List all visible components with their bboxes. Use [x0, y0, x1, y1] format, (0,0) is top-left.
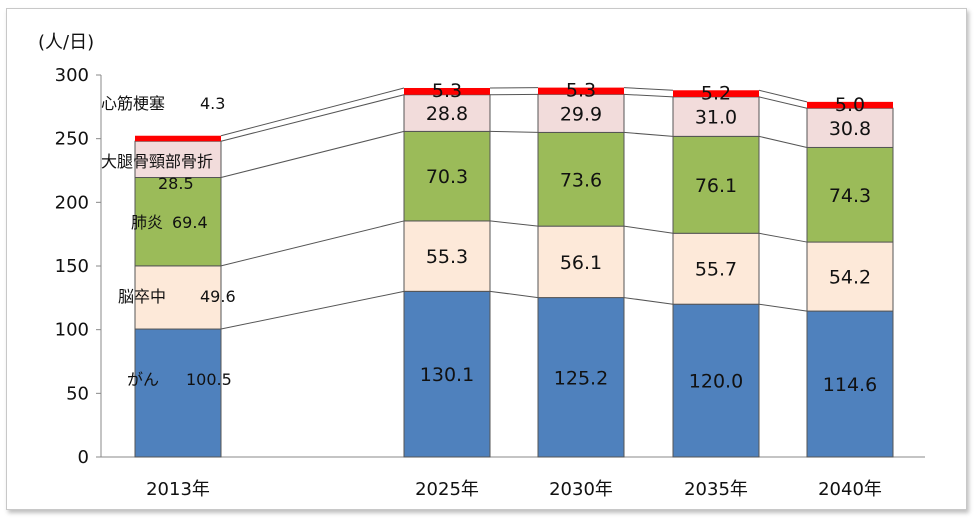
data-label: 31.0: [695, 107, 737, 129]
x-category-label: 2030年: [549, 479, 613, 500]
series-connector-line: [623, 93, 674, 98]
series-connector-line: [758, 135, 808, 148]
series-connector-line: [220, 94, 405, 142]
series-connector-line: [623, 297, 674, 305]
bar-segment: [134, 177, 222, 267]
x-category-label: 2025年: [415, 479, 479, 500]
y-tick-label: 300: [55, 65, 89, 86]
bar-segment: [672, 232, 760, 305]
data-label: 130.1: [420, 364, 474, 386]
series-name-label: 肺炎: [131, 213, 163, 232]
bar-segment: [672, 303, 760, 458]
y-tick-label: 250: [55, 129, 89, 150]
bar-segment: [806, 107, 894, 148]
data-label: 100.5: [186, 370, 232, 389]
bar-segment: [538, 87, 624, 95]
data-label: 49.6: [200, 287, 236, 306]
bar-segment: [537, 131, 625, 227]
bar-segment: [134, 328, 222, 458]
bar-segment: [537, 297, 625, 458]
y-tick-label: 0: [78, 447, 89, 468]
bar-segment: [673, 90, 759, 97]
data-label: 55.7: [695, 259, 737, 281]
data-label: 5.2: [701, 82, 731, 104]
series-connector-line: [220, 130, 405, 178]
bar-segment: [403, 290, 491, 458]
bar-segment: [134, 140, 222, 179]
data-label: 30.8: [829, 118, 871, 140]
bar-segment: [135, 135, 221, 142]
data-label: 5.3: [566, 80, 596, 102]
data-label: 114.6: [823, 374, 877, 396]
bar-segment: [537, 93, 625, 133]
series-connector-line: [220, 290, 405, 330]
series-name-label: がん: [127, 370, 159, 389]
data-label: 55.3: [426, 246, 468, 268]
series-name-label: 脳卒中: [118, 287, 166, 306]
series-connector-line: [758, 303, 808, 312]
data-label: 125.2: [554, 367, 608, 389]
data-label: 54.2: [829, 267, 871, 289]
bar-segment: [672, 135, 760, 234]
series-connector-line: [623, 131, 674, 137]
data-label: 120.0: [689, 371, 743, 393]
series-name-label: 心筋梗塞: [101, 94, 165, 113]
data-label: 76.1: [695, 175, 737, 197]
data-label: 29.9: [560, 103, 602, 125]
data-label: 70.3: [426, 166, 468, 188]
series-connector-line: [623, 87, 674, 91]
bar-segment: [806, 310, 894, 458]
series-connector-line: [489, 130, 539, 133]
data-label: 5.0: [835, 94, 865, 116]
y-tick-label: 100: [55, 320, 89, 341]
bar-segment: [403, 220, 491, 292]
x-category-label: 2013年: [146, 479, 210, 500]
series-connector-line: [758, 232, 808, 243]
data-label: 69.4: [172, 213, 208, 232]
data-label: 28.5: [158, 174, 194, 193]
bar-segment: [403, 94, 491, 132]
series-connector-line: [758, 89, 808, 103]
y-axis-unit-label: (人/日): [38, 32, 94, 53]
y-tick-label: 50: [66, 383, 89, 404]
series-connector-line: [758, 96, 808, 109]
series-connector-line: [489, 290, 539, 299]
data-label: 74.3: [829, 185, 871, 207]
data-label: 5.3: [432, 80, 462, 102]
data-label: 56.1: [560, 252, 602, 274]
data-label: 4.3: [200, 94, 225, 113]
x-category-label: 2035年: [684, 479, 748, 500]
bar-segment: [672, 96, 760, 137]
series-connector-line: [220, 220, 405, 267]
series-name-label: 大腿骨頸部骨折: [101, 152, 213, 171]
bar-segment: [404, 87, 490, 95]
data-label: 28.8: [426, 103, 468, 125]
series-connector-line: [623, 225, 674, 234]
bar-segment: [134, 265, 222, 330]
bar-segment: [807, 101, 893, 109]
data-label: 73.6: [560, 169, 602, 191]
series-connector-line: [489, 220, 539, 227]
y-tick-label: 200: [55, 192, 89, 213]
y-tick-label: 150: [55, 256, 89, 277]
bar-segment: [537, 225, 625, 299]
x-category-label: 2040年: [818, 479, 882, 500]
series-connector-line: [220, 87, 405, 137]
